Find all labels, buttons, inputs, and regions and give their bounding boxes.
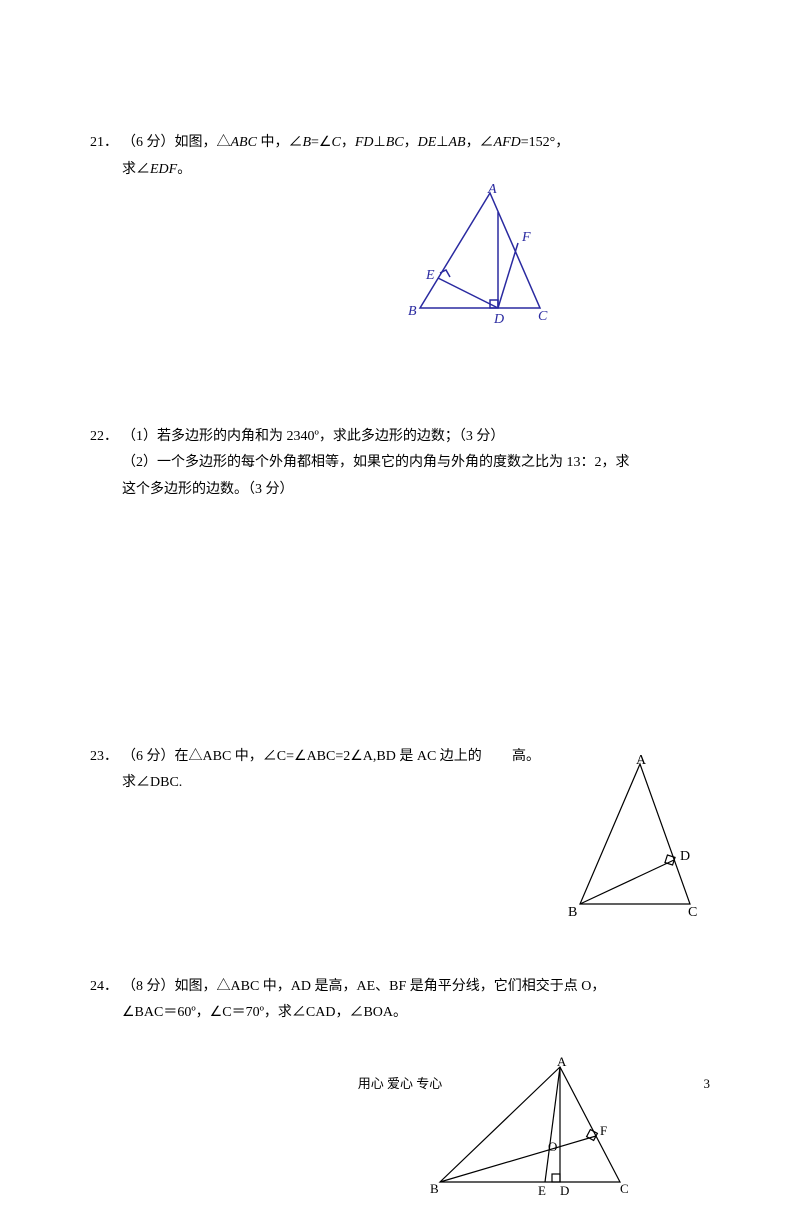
p21-t9: ⊥ xyxy=(373,135,385,150)
p24-line2: ∠BAC＝60º，∠C＝70º，求∠CAD，∠BOA。 xyxy=(122,1005,407,1020)
figure-21: A B C D E F xyxy=(390,183,710,344)
fig21-label-b: B xyxy=(408,304,417,319)
p21-t12: DE xyxy=(418,135,437,150)
fig24-label-e: E xyxy=(538,1183,546,1197)
fig24-label-d: D xyxy=(560,1183,569,1197)
problem-22: 22． （1）若多边形的内角和为 2340º，求此多边形的边数；（3 分） （2… xyxy=(90,424,710,504)
fig21-label-c: C xyxy=(538,309,548,324)
gap-3 xyxy=(90,944,710,974)
fig23-label-a: A xyxy=(636,754,647,768)
p23-line2: 求∠DBC. xyxy=(122,775,182,790)
problem-24-body: （8 分）如图，△ABC 中，AD 是高，AE、BF 是角平分线，它们相交于点 … xyxy=(122,974,710,1027)
problem-21-number: 21． xyxy=(90,130,122,157)
p21-t2: ABC xyxy=(231,135,257,150)
problem-23-number: 23． xyxy=(90,744,122,771)
page: 21． （6 分）如图，△ABC 中，∠B=∠C，FD⊥BC，DE⊥AB，∠AF… xyxy=(0,0,800,1132)
problem-21-body: （6 分）如图，△ABC 中，∠B=∠C，FD⊥BC，DE⊥AB，∠AFD=15… xyxy=(122,130,710,183)
figure-21-svg: A B C D E F xyxy=(390,183,570,333)
p23-line1-tail: 高。 xyxy=(512,744,540,771)
problem-24-row: 24． （8 分）如图，△ABC 中，AD 是高，AE、BF 是角平分线，它们相… xyxy=(90,974,710,1027)
fig21-label-f: F xyxy=(521,230,531,245)
p21-t20: 。 xyxy=(177,162,191,177)
p21-t7: ， xyxy=(341,135,355,150)
problem-23-row: 23． （6 分）在△ABC 中，∠C=∠ABC=2∠A,BD 是 AC 边上的… xyxy=(90,744,550,797)
problem-22-body: （1）若多边形的内角和为 2340º，求此多边形的边数；（3 分） （2）一个多… xyxy=(122,424,710,504)
footer-text: 用心 爱心 专心 xyxy=(0,1073,800,1092)
fig24-label-o: O xyxy=(548,1139,557,1154)
problem-23-body: （6 分）在△ABC 中，∠C=∠ABC=2∠A,BD 是 AC 边上的 高。 … xyxy=(122,744,550,797)
p21-t17: =152°， xyxy=(521,135,570,150)
fig24-label-c: C xyxy=(620,1181,629,1196)
p21-t15: ，∠ xyxy=(466,135,494,150)
p21-t19: EDF xyxy=(150,162,177,177)
fig23-label-b: B xyxy=(568,905,577,920)
p21-t8: FD xyxy=(355,135,374,150)
p22-line1: （1）若多边形的内角和为 2340º，求此多边形的边数；（3 分） xyxy=(122,429,504,444)
page-number: 3 xyxy=(704,1076,711,1092)
fig21-label-a: A xyxy=(487,183,497,197)
gap-1 xyxy=(90,364,710,424)
gap-2 xyxy=(90,524,710,744)
p21-t16: AFD xyxy=(494,135,521,150)
problem-21-row: 21． （6 分）如图，△ABC 中，∠B=∠C，FD⊥BC，DE⊥AB，∠AF… xyxy=(90,130,710,183)
fig21-label-d: D xyxy=(493,312,504,327)
p21-t10: BC xyxy=(386,135,404,150)
p21-t6: C xyxy=(331,135,340,150)
p22-line2: （2）一个多边形的每个外角都相等，如果它的内角与外角的度数之比为 13：2，求 xyxy=(122,455,630,470)
p21-t4: B xyxy=(302,135,311,150)
fig24-label-b: B xyxy=(430,1181,439,1196)
p21-t5: =∠ xyxy=(311,135,331,150)
figure-23-svg: A B C D xyxy=(560,754,710,924)
p23-line1: （6 分）在△ABC 中，∠C=∠ABC=2∠A,BD 是 AC 边上的 xyxy=(122,749,482,764)
problem-21: 21． （6 分）如图，△ABC 中，∠B=∠C，FD⊥BC，DE⊥AB，∠AF… xyxy=(90,130,710,344)
fig24-label-f: F xyxy=(600,1123,607,1138)
p21-t11: ， xyxy=(404,135,418,150)
p22-line3: 这个多边形的边数。（3 分） xyxy=(122,482,294,497)
problem-22-number: 22． xyxy=(90,424,122,451)
p21-t13: ⊥ xyxy=(436,135,448,150)
fig23-label-c: C xyxy=(688,905,697,920)
p21-t14: AB xyxy=(448,135,465,150)
problem-24-number: 24． xyxy=(90,974,122,1001)
p21-t18: 求∠ xyxy=(122,162,150,177)
p21-t3: 中，∠ xyxy=(257,135,303,150)
problem-23: A B C D 23． （6 分）在△ABC 中，∠C=∠ABC=2∠A,BD … xyxy=(90,744,710,924)
fig21-label-e: E xyxy=(425,268,435,283)
fig23-label-d: D xyxy=(680,849,690,864)
problem-22-row: 22． （1）若多边形的内角和为 2340º，求此多边形的边数；（3 分） （2… xyxy=(90,424,710,504)
fig24-label-a: A xyxy=(557,1057,567,1069)
p21-t1: （6 分）如图，△ xyxy=(122,135,231,150)
p24-line1: （8 分）如图，△ABC 中，AD 是高，AE、BF 是角平分线，它们相交于点 … xyxy=(122,979,605,994)
